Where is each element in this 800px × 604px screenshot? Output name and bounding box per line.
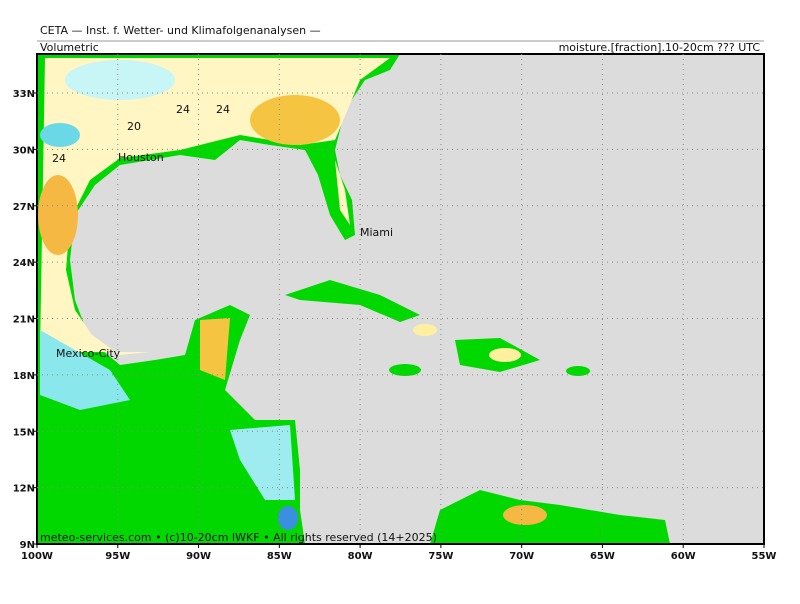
lat-tick-label: 30N — [13, 145, 35, 156]
city-label: Mexico-City — [56, 347, 121, 360]
lon-tick-label: 70W — [509, 551, 534, 562]
lon-tick-label: 65W — [590, 551, 615, 562]
lon-tick-label: 90W — [186, 551, 211, 562]
contour-label: 24 — [176, 103, 190, 116]
lon-tick-label: 55W — [752, 551, 777, 562]
city-label: Miami — [360, 226, 393, 239]
lat-tick-label: 12N — [13, 484, 35, 495]
lon-tick-label: 85W — [267, 551, 292, 562]
source-title: CETA — Inst. f. Wetter- und Klimafolgena… — [40, 24, 321, 37]
lat-tick-label: 21N — [13, 315, 35, 326]
right-label: moisture.[fraction].10-20cm ??? UTC — [559, 41, 761, 54]
lon-tick-label: 80W — [348, 551, 373, 562]
city-label: Houston — [118, 151, 164, 164]
plot-frame — [36, 53, 765, 545]
lat-tick-label: 9N — [20, 540, 35, 551]
left-label: Volumetric — [40, 41, 99, 54]
moisture-fill — [38, 58, 547, 530]
footer: meteo-services.com • (c)10-20cm IWKF • A… — [40, 531, 437, 544]
lon-tick-label: 100W — [21, 551, 53, 562]
plot-area — [36, 53, 765, 545]
lat-tick-label: 27N — [13, 202, 35, 213]
lat-tick-label: 18N — [13, 371, 35, 382]
lat-tick-label: 15N — [13, 427, 35, 438]
lon-tick-label: 60W — [671, 551, 696, 562]
lon-tick-label: 95W — [105, 551, 130, 562]
lat-tick-label: 33N — [13, 89, 35, 100]
contour-label: 20 — [127, 120, 141, 133]
contour-label: 24 — [216, 103, 230, 116]
contour-label: 24 — [52, 152, 66, 165]
lat-tick-label: 24N — [13, 258, 35, 269]
lon-tick-label: 75W — [428, 551, 453, 562]
